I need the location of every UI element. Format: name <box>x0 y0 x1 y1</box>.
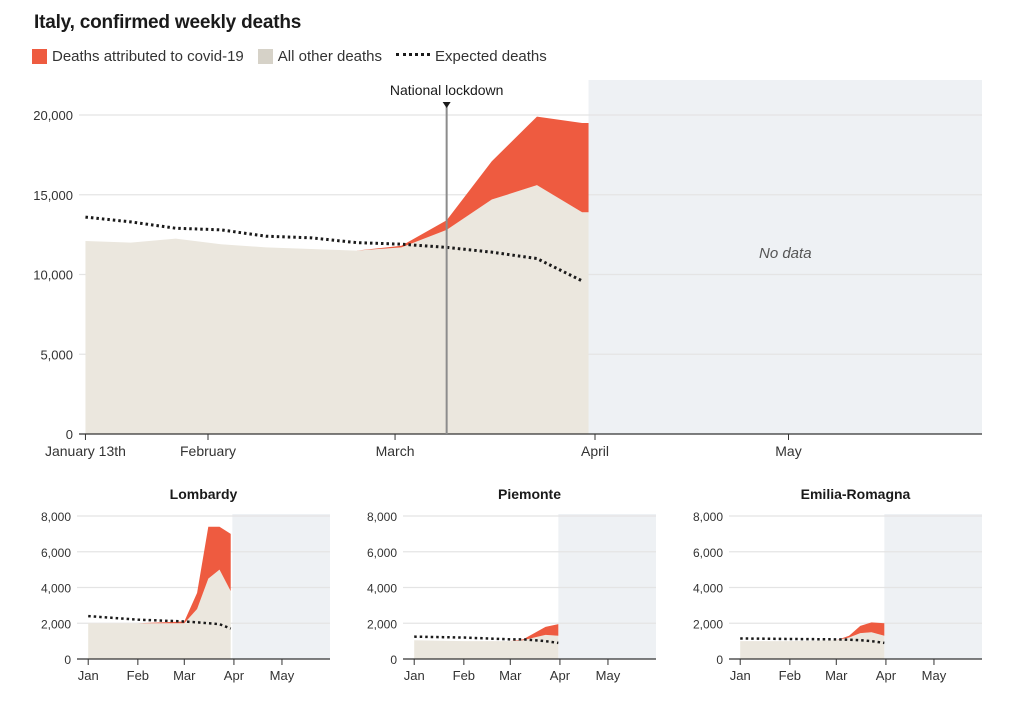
legend: Deaths attributed to covid-19 All other … <box>32 48 561 65</box>
y-tick-label: 5,000 <box>40 347 73 362</box>
legend-label-other: All other deaths <box>277 48 383 65</box>
no-data-region <box>588 80 982 434</box>
x-tick-label: Apr <box>224 668 245 683</box>
y-tick-label: 10,000 <box>33 268 73 283</box>
y-tick-label: 2,000 <box>693 617 723 631</box>
x-tick-label: Feb <box>127 668 149 683</box>
y-tick-label: 6,000 <box>41 546 71 560</box>
no-data-label: No data <box>759 245 812 262</box>
legend-item-covid: Deaths attributed to covid-19 <box>32 48 244 65</box>
area-other-deaths <box>88 569 231 659</box>
y-tick-label: 2,000 <box>367 617 397 631</box>
legend-swatch-expected <box>396 53 431 60</box>
panel-italy: 0 5,000 10,000 15,000 20,000 January 13th Febr… <box>33 80 982 459</box>
panel-title: Emilia-Romagna <box>801 486 911 502</box>
panel-emilia-romagna: 0 2,000 4,000 6,000 8,000 Jan Feb Mar Apr May Emil… <box>693 486 982 683</box>
panel-title: Lombardy <box>170 486 238 502</box>
x-tick-label: Feb <box>779 668 801 683</box>
x-tick-label: March <box>376 443 415 459</box>
area-other-deaths <box>414 634 559 659</box>
x-tick-label: Jan <box>730 668 751 683</box>
x-tick-label: Mar <box>825 668 848 683</box>
area-other-deaths <box>740 632 885 659</box>
y-tick-label: 4,000 <box>41 582 71 596</box>
y-tick-label: 8,000 <box>41 510 71 524</box>
no-data-region <box>558 514 656 659</box>
y-tick-label: 8,000 <box>693 510 723 524</box>
y-tick-label: 8,000 <box>367 510 397 524</box>
legend-item-other: All other deaths <box>257 48 383 65</box>
area-covid-deaths <box>85 116 589 251</box>
y-tick-label: 4,000 <box>693 582 723 596</box>
legend-swatch-other <box>257 49 273 64</box>
x-tick-label: February <box>180 443 236 459</box>
x-tick-label: May <box>596 668 621 683</box>
line-expected-deaths <box>88 614 232 630</box>
x-tick-label: Apr <box>876 668 897 683</box>
line-expected-deaths <box>740 637 885 645</box>
x-tick-label: Jan <box>404 668 425 683</box>
legend-label-covid: Deaths attributed to covid-19 <box>52 48 244 65</box>
no-data-region <box>232 514 330 659</box>
legend-label-expected: Expected deaths <box>435 48 547 65</box>
line-expected-deaths <box>414 635 559 645</box>
x-tick-label: May <box>775 443 801 459</box>
no-data-region <box>884 514 982 659</box>
y-tick-label: 20,000 <box>33 108 73 123</box>
x-tick-label: Mar <box>173 668 196 683</box>
y-tick-label: 0 <box>390 653 397 667</box>
x-tick-label: Jan <box>78 668 99 683</box>
legend-swatch-covid <box>32 49 47 64</box>
chart-title: Italy, confirmed weekly deaths <box>34 12 302 33</box>
x-tick-label: Apr <box>550 668 571 683</box>
y-tick-label: 6,000 <box>367 546 397 560</box>
area-covid-deaths <box>740 622 885 642</box>
x-tick-label: Mar <box>499 668 522 683</box>
area-other-deaths <box>85 185 589 434</box>
y-tick-label: 4,000 <box>367 582 397 596</box>
y-tick-label: 0 <box>66 427 73 442</box>
x-tick-label: April <box>581 443 609 459</box>
panel-title: Piemonte <box>498 486 561 502</box>
y-tick-label: 6,000 <box>693 546 723 560</box>
lockdown-label: National lockdown <box>390 82 504 98</box>
y-tick-label: 0 <box>716 653 723 667</box>
x-tick-label: January 13th <box>45 443 126 459</box>
x-tick-label: May <box>270 668 295 683</box>
y-tick-label: 0 <box>64 653 71 667</box>
panel-piemonte: 0 2,000 4,000 6,000 8,000 Jan Feb Mar Apr May Piem… <box>367 486 656 683</box>
legend-item-expected: Expected deaths <box>396 48 547 65</box>
lockdown-marker <box>442 102 451 108</box>
y-tick-label: 2,000 <box>41 617 71 631</box>
y-tick-label: 15,000 <box>33 188 73 203</box>
x-tick-label: Feb <box>453 668 475 683</box>
area-covid-deaths <box>88 526 231 624</box>
x-tick-label: May <box>922 668 947 683</box>
panel-lombardy: 0 2,000 4,000 6,000 8,000 Jan Feb Mar Apr May Lomb… <box>41 486 330 683</box>
line-expected-deaths <box>85 215 583 283</box>
